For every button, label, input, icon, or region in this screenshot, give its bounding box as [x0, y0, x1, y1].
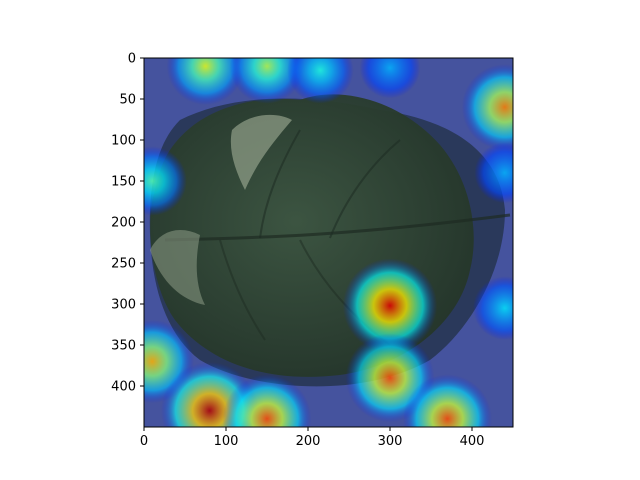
y-tick-label: 100 [111, 134, 136, 149]
hotspot [166, 58, 245, 105]
x-tick-label: 100 [214, 434, 239, 449]
x-axis: 0 100 200 300 400 [140, 427, 485, 449]
hotspot [403, 374, 492, 427]
hotspot [359, 58, 421, 99]
x-tick-label: 0 [140, 434, 148, 449]
hotspot [461, 64, 513, 151]
x-tick-label: 400 [460, 434, 485, 449]
y-tick-label: 0 [128, 52, 136, 67]
y-tick-label: 350 [111, 339, 136, 354]
y-tick-label: 50 [119, 93, 136, 108]
hotspot-layer [144, 58, 513, 427]
y-tick-label: 200 [111, 216, 136, 231]
leaf-photo [144, 58, 513, 427]
y-tick-label: 150 [111, 175, 136, 190]
hotspot [473, 276, 513, 340]
hotspot [342, 258, 438, 353]
hotspot [229, 58, 305, 104]
axes-frame [143, 57, 514, 428]
hotspot [287, 58, 354, 104]
y-tick-label: 300 [111, 298, 136, 313]
y-tick-label: 400 [111, 380, 136, 395]
hotspot [474, 142, 513, 204]
hotspot [144, 146, 187, 216]
x-tick-label: 200 [296, 434, 321, 449]
y-axis: 0 50 100 150 200 250 300 350 400 [111, 52, 144, 395]
y-tick-label: 250 [111, 257, 136, 272]
plot-area [144, 58, 513, 427]
x-tick-label: 300 [378, 434, 403, 449]
hotspot [222, 374, 312, 427]
